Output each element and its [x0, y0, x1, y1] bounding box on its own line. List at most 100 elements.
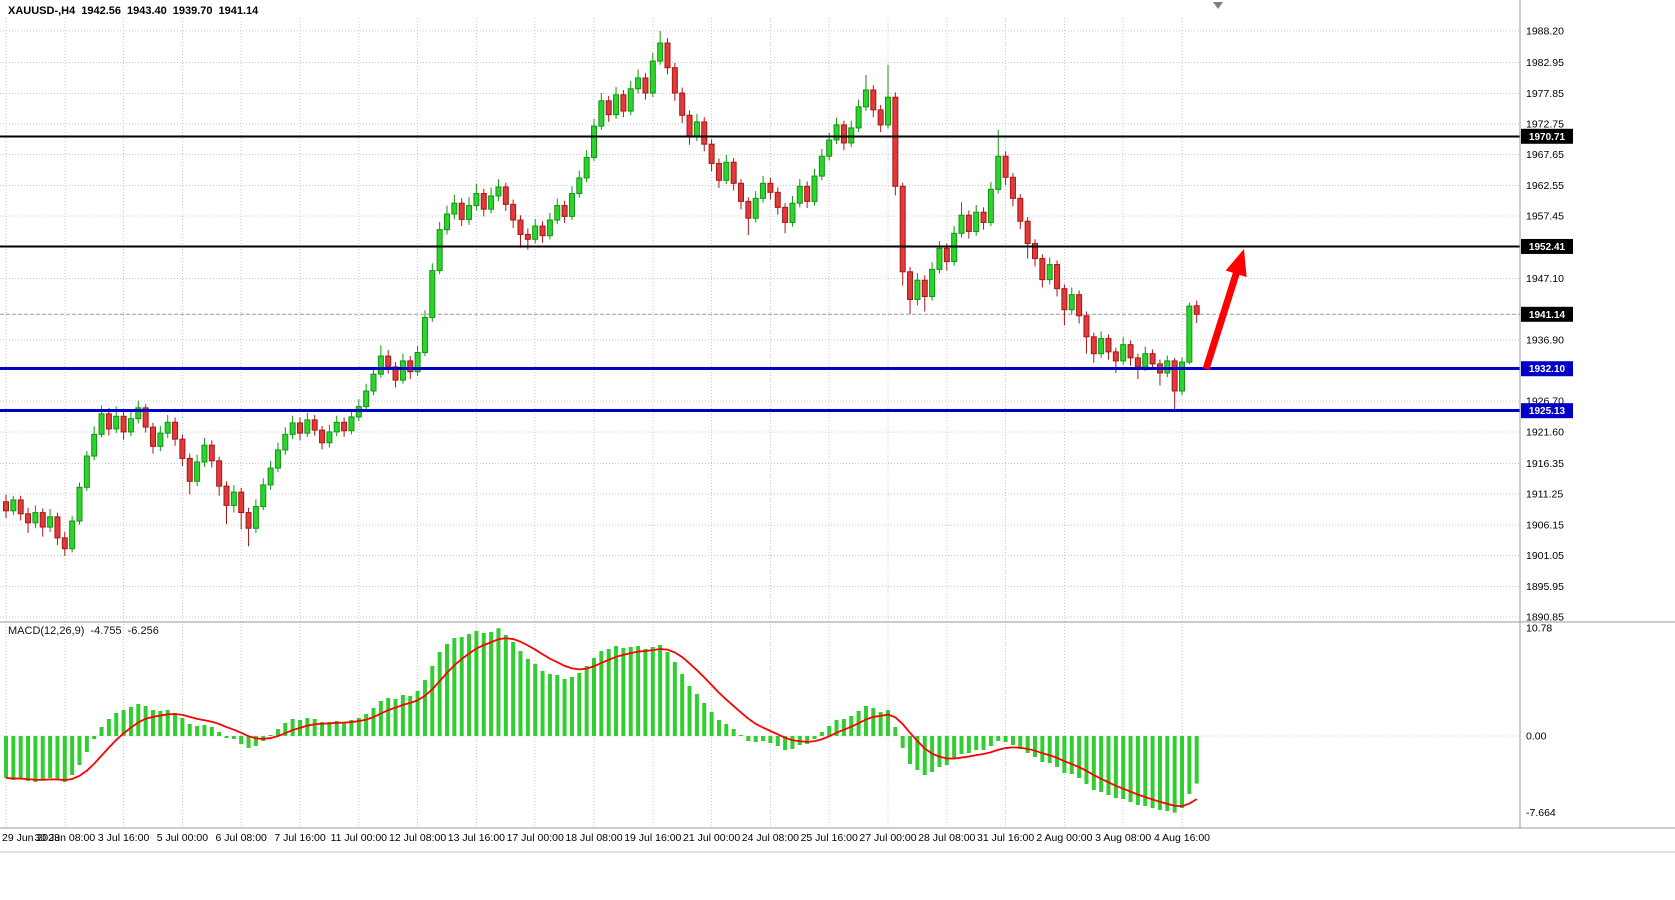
- macd-bar: [1099, 736, 1104, 792]
- candle: [252, 499, 259, 534]
- candle: [186, 453, 193, 495]
- candle: [664, 38, 671, 75]
- macd-bar: [665, 652, 670, 736]
- candle: [554, 198, 561, 225]
- macd-bar: [1069, 736, 1074, 774]
- candle-body: [907, 271, 914, 300]
- candle-body: [1120, 344, 1127, 362]
- candle: [774, 187, 781, 215]
- candle-body: [877, 109, 884, 126]
- candle: [914, 273, 921, 306]
- candle: [1149, 349, 1156, 370]
- macd-bar: [312, 719, 317, 736]
- candle: [1083, 311, 1090, 354]
- candle: [701, 117, 708, 152]
- candle: [1024, 217, 1031, 259]
- candle: [752, 191, 759, 223]
- macd-bar: [1187, 736, 1192, 794]
- candle-body: [39, 512, 46, 528]
- macd-bar: [709, 712, 714, 736]
- macd-bar: [650, 647, 655, 736]
- candle-body: [1054, 264, 1061, 290]
- candle: [54, 512, 61, 546]
- candle: [973, 204, 980, 236]
- macd-bar: [680, 674, 685, 736]
- candle-body: [282, 433, 289, 451]
- time-axis-label: 30 Jun 08:00: [34, 832, 95, 844]
- macd-axis[interactable]: 10.78 0.00 -7.664: [1526, 623, 1556, 819]
- macd-bar: [1084, 736, 1089, 784]
- macd-bar: [871, 708, 876, 736]
- candle: [370, 366, 377, 396]
- candle: [1186, 302, 1193, 365]
- candle-body: [1142, 353, 1149, 368]
- candle: [613, 86, 620, 119]
- macd-bar: [988, 736, 993, 746]
- candle-body: [532, 225, 539, 240]
- macd-bar: [99, 727, 104, 736]
- candle-body: [3, 501, 9, 512]
- macd-bar: [555, 675, 560, 736]
- candle-body: [466, 205, 473, 220]
- candle-body: [892, 96, 899, 187]
- candle: [1164, 355, 1171, 378]
- macd-bar: [716, 720, 721, 736]
- candle-body: [341, 421, 348, 432]
- candle: [591, 118, 597, 162]
- price-axis-label: 1895.95: [1526, 581, 1564, 593]
- macd-bar: [393, 699, 398, 736]
- macd-bar: [944, 736, 949, 765]
- candle: [363, 383, 370, 411]
- candle-body: [311, 419, 318, 431]
- candle-body: [539, 225, 546, 237]
- candle-body: [10, 499, 17, 512]
- symbol-timeframe: XAUUSD-,H4: [8, 5, 76, 17]
- candle-body: [973, 211, 980, 232]
- candle: [1002, 151, 1009, 186]
- candle: [760, 176, 767, 203]
- macd-bar: [775, 736, 780, 746]
- macd-bar: [1055, 736, 1060, 767]
- price-level-label: 1970.71: [1521, 128, 1573, 144]
- candle: [451, 194, 458, 220]
- macd-bar: [658, 645, 663, 736]
- candle-body: [83, 455, 90, 488]
- candle: [39, 508, 46, 537]
- candle: [179, 434, 186, 467]
- macd-bar: [415, 691, 420, 736]
- candle-body: [987, 188, 994, 223]
- macd-bar: [26, 736, 31, 781]
- candle: [289, 415, 296, 440]
- candle-body: [591, 125, 597, 158]
- candle: [157, 425, 164, 452]
- candle: [708, 139, 715, 172]
- macd-bar: [106, 719, 111, 736]
- macd-bar: [371, 708, 376, 736]
- trend-arrow-annotation[interactable]: [1202, 249, 1247, 371]
- macd-bar: [496, 628, 501, 736]
- candle-body: [252, 506, 259, 529]
- price-axis[interactable]: 1988.20 1982.95 1977.85 1972.75 1967.65 1962.…: [1526, 26, 1564, 624]
- candle-body: [319, 429, 326, 444]
- candle-body: [1193, 305, 1200, 315]
- candle: [502, 182, 509, 211]
- candle-body: [421, 317, 428, 353]
- time-axis-label: 6 Jul 08:00: [216, 832, 268, 844]
- quote-line: XAUUSD-,H4 1942.56 1943.40 1939.70 1941.14: [8, 5, 264, 17]
- candle-body: [436, 229, 443, 272]
- candle-body: [201, 444, 208, 463]
- price-axis-label: 1906.15: [1526, 519, 1564, 531]
- macd-bar: [819, 732, 824, 736]
- candle: [671, 62, 678, 101]
- candle: [120, 411, 127, 440]
- candle-body: [1186, 305, 1193, 363]
- candle-body: [488, 195, 495, 210]
- macd-bar: [1135, 736, 1140, 805]
- candle: [899, 182, 906, 286]
- macd-bar: [1165, 736, 1170, 811]
- candle-body: [546, 219, 553, 237]
- candle-body: [245, 512, 252, 529]
- macd-bar: [224, 736, 229, 738]
